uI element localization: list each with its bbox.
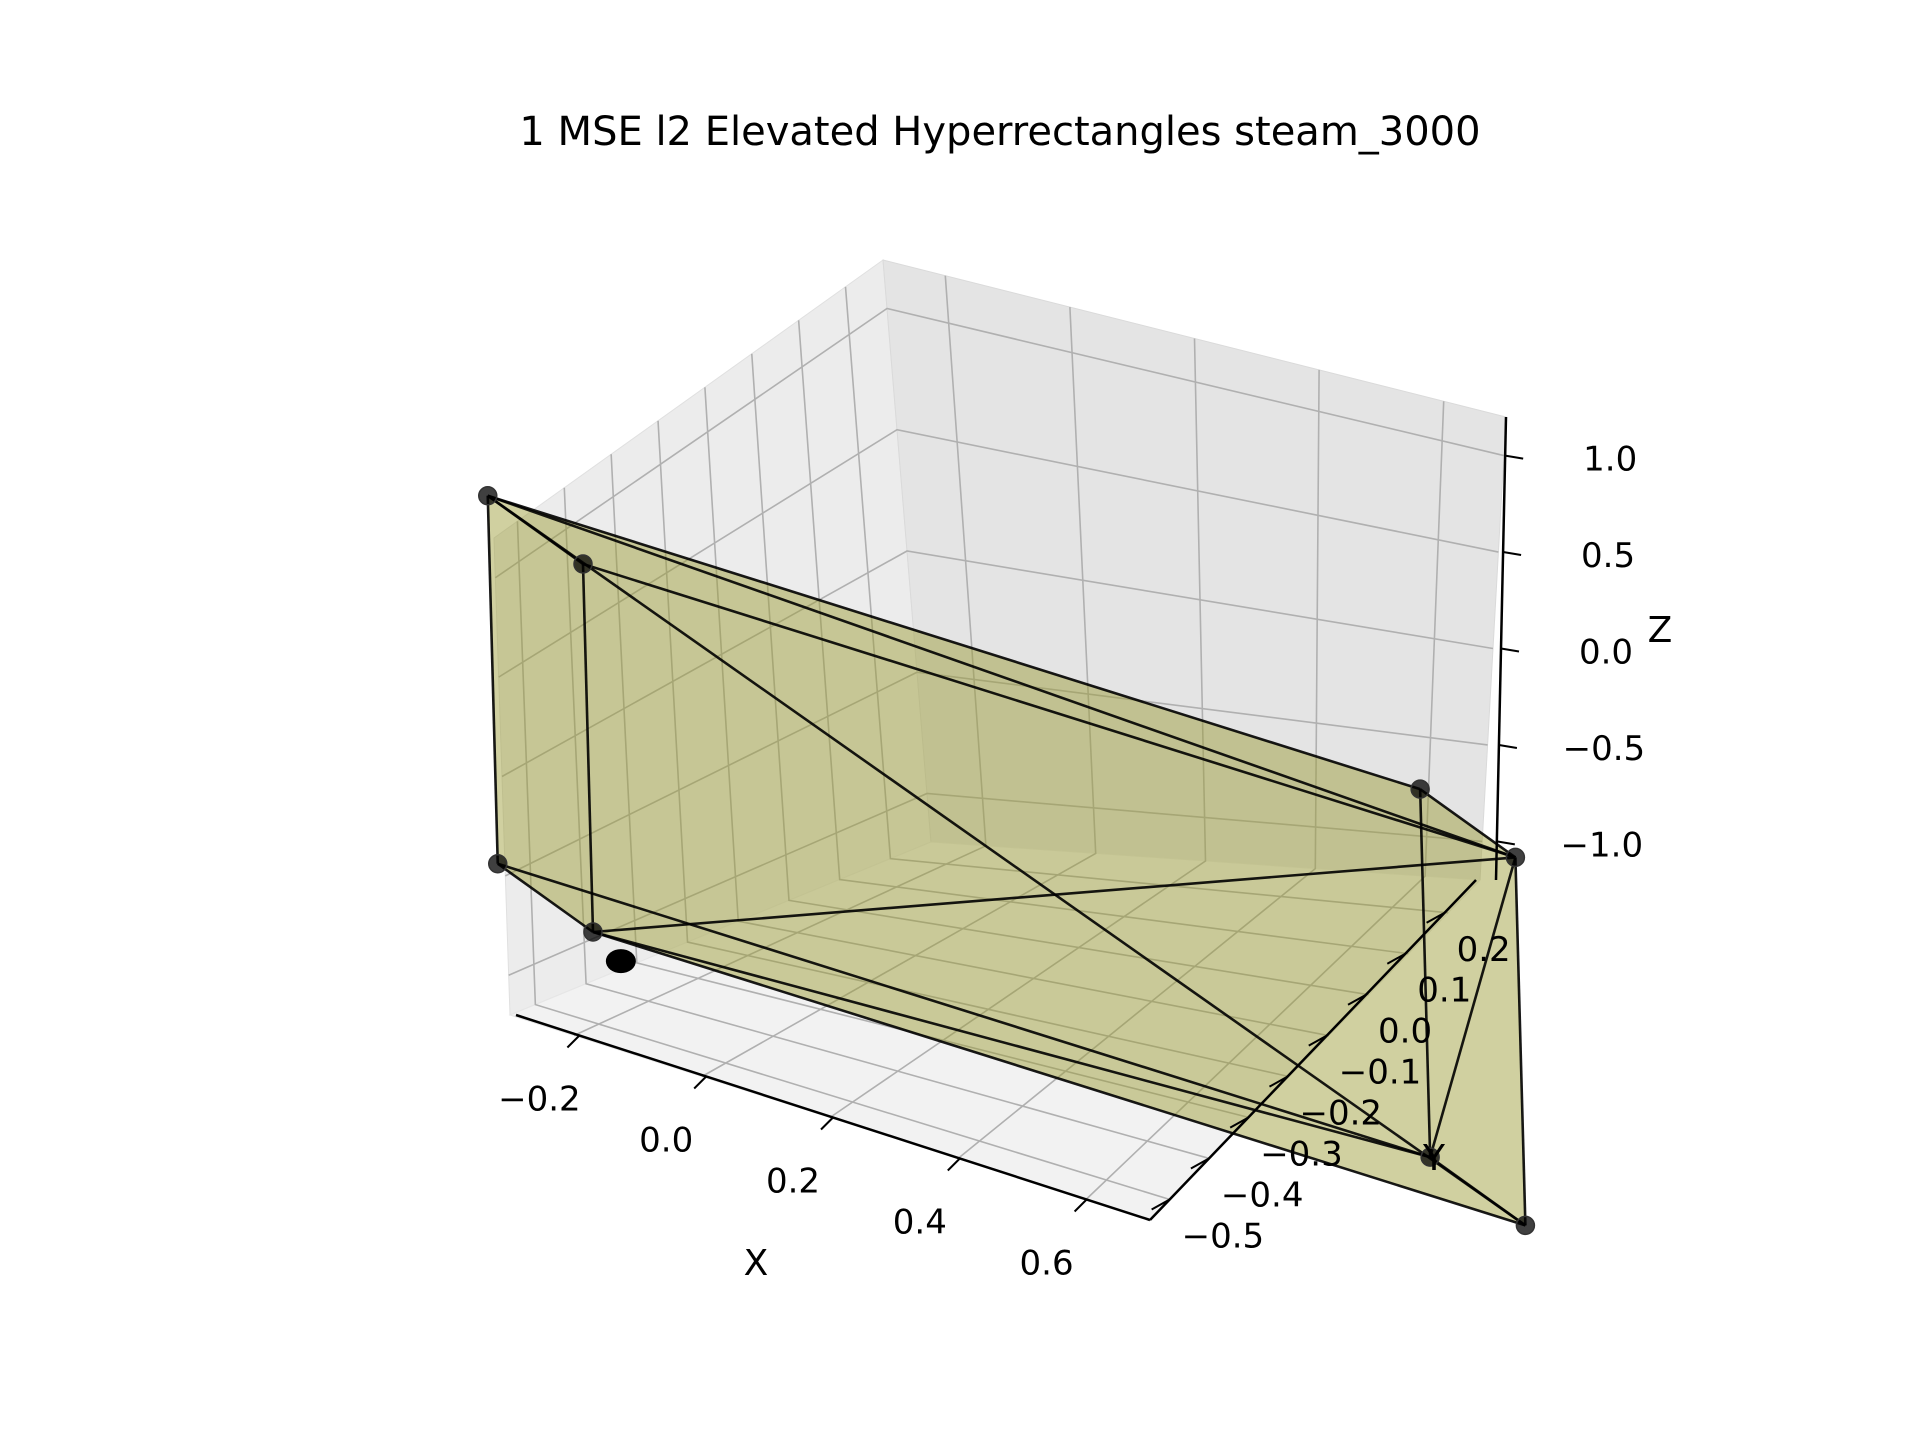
hyperrectangle-edge xyxy=(592,930,1431,1159)
x-tick-label: −0.2 xyxy=(498,1080,581,1120)
y-tick-label: 0.2 xyxy=(1457,930,1511,970)
y-tick-label: −0.5 xyxy=(1182,1217,1265,1257)
y-grid-line xyxy=(844,286,1449,914)
z-tick-mark xyxy=(1496,840,1515,846)
y-tick-label: 0.0 xyxy=(1378,1012,1432,1052)
z-grid-line xyxy=(498,428,1499,678)
y-tick-label: −0.1 xyxy=(1339,1053,1422,1093)
hyperrectangle-edge xyxy=(486,495,500,864)
hyperrectangle-edge xyxy=(582,562,1516,859)
z-tick-mark xyxy=(1502,551,1522,557)
y-tick-label: −0.4 xyxy=(1221,1176,1304,1216)
hyperrectangle-edge xyxy=(1418,789,1432,1158)
hyperrectangle-vertex xyxy=(1515,1215,1536,1236)
y-grid-line xyxy=(516,521,1171,1201)
y-tick-label: −0.3 xyxy=(1260,1135,1343,1175)
x-tick-mark xyxy=(566,1034,581,1049)
x-tick-mark xyxy=(1073,1198,1088,1213)
y-grid-line xyxy=(563,487,1210,1160)
z-tick-mark xyxy=(1505,454,1524,460)
x-tick-mark xyxy=(820,1116,834,1131)
hyperrectangle-edge xyxy=(487,494,1527,1227)
x-tick-label: 0.6 xyxy=(1020,1244,1074,1284)
y-grid-line xyxy=(610,454,1250,1119)
y-axis-label: Y xyxy=(1422,1138,1446,1179)
z-grid-line xyxy=(501,550,1494,778)
hyperrectangle-edge xyxy=(1514,857,1527,1226)
y-tick-mark xyxy=(1151,1198,1171,1211)
hyperrectangle-edge xyxy=(1428,857,1517,1158)
y-tick-mark xyxy=(1426,911,1446,924)
y-tick-mark xyxy=(1308,1034,1328,1047)
hyperrectangle-edge xyxy=(496,862,594,934)
x-tick-mark xyxy=(947,1157,961,1172)
hyperrectangle-edge xyxy=(581,563,595,933)
x-axis-label: X xyxy=(744,1243,769,1284)
y-grid-line xyxy=(750,353,1369,996)
hyperrectangle-edge xyxy=(497,862,1431,1159)
hyperrectangle-edge xyxy=(487,494,1421,791)
hyperrectangle-edge xyxy=(487,494,1516,859)
z-tick-label: 1.0 xyxy=(1583,440,1637,480)
x-tick-mark xyxy=(693,1075,707,1090)
axes-panes xyxy=(493,259,1507,1221)
y-tick-mark xyxy=(1347,993,1367,1006)
z-tick-label: −1.0 xyxy=(1561,825,1644,865)
z-axis-label: Z xyxy=(1648,610,1673,651)
x-tick-label: 0.0 xyxy=(639,1121,693,1161)
x-tick-label: 0.2 xyxy=(766,1162,820,1202)
x-grid-line xyxy=(829,338,1207,1119)
hyperrectangle-vertex xyxy=(583,922,603,942)
y-tick-mark xyxy=(1190,1157,1210,1170)
hyperrectangle-vertex xyxy=(1410,779,1430,799)
y-ticks: −0.5−0.4−0.3−0.2−0.10.00.10.2 xyxy=(1151,911,1511,1257)
z-tick-mark xyxy=(1500,647,1520,653)
y-tick-label: 0.1 xyxy=(1417,971,1471,1011)
y-tick-mark xyxy=(1268,1075,1288,1088)
hyperrectangle-vertex xyxy=(488,854,508,874)
z-grid-line xyxy=(504,671,1488,877)
z-tick-label: 0.5 xyxy=(1581,536,1635,576)
z-grid-line xyxy=(508,792,1483,976)
y-grid-line xyxy=(797,320,1409,955)
y-tick-mark xyxy=(1229,1116,1249,1129)
x-ticks: −0.2 0.0 0.2 0.4 0.6 xyxy=(498,1034,1088,1284)
x-grid-line xyxy=(701,307,1097,1078)
z-ticks: −1.0 −0.5 0.0 0.5 1.0 xyxy=(1496,440,1646,865)
y-axis-line xyxy=(1149,879,1477,1221)
grid-lines xyxy=(494,275,1505,1201)
data-point xyxy=(605,949,636,974)
x-grid-line xyxy=(1085,401,1445,1201)
x-tick-label: 0.4 xyxy=(893,1203,947,1243)
y-tick-label: −0.2 xyxy=(1299,1094,1382,1134)
z-tick-label: 0.0 xyxy=(1579,633,1633,673)
hyperrectangle-edge xyxy=(1419,788,1517,859)
y-tick-mark xyxy=(1386,952,1406,965)
hyperrectangle-vertex xyxy=(1505,847,1526,868)
chart-title: 1 MSE l2 Elevated Hyperrectangles steam_… xyxy=(519,109,1480,155)
hyperrectangle-face xyxy=(487,495,593,932)
y-grid-line xyxy=(657,420,1290,1078)
hyperrectangle-vertex xyxy=(478,486,498,506)
hyperrectangle xyxy=(478,486,1536,1236)
z-grid-line xyxy=(494,307,1505,579)
z-tick-label: −0.5 xyxy=(1563,729,1646,769)
hyperrectangle-vertex xyxy=(1420,1147,1440,1167)
hyperrectangle-vertex xyxy=(573,554,593,574)
z-tick-mark xyxy=(1498,743,1518,749)
hyperrectangle-edge xyxy=(592,930,1526,1227)
